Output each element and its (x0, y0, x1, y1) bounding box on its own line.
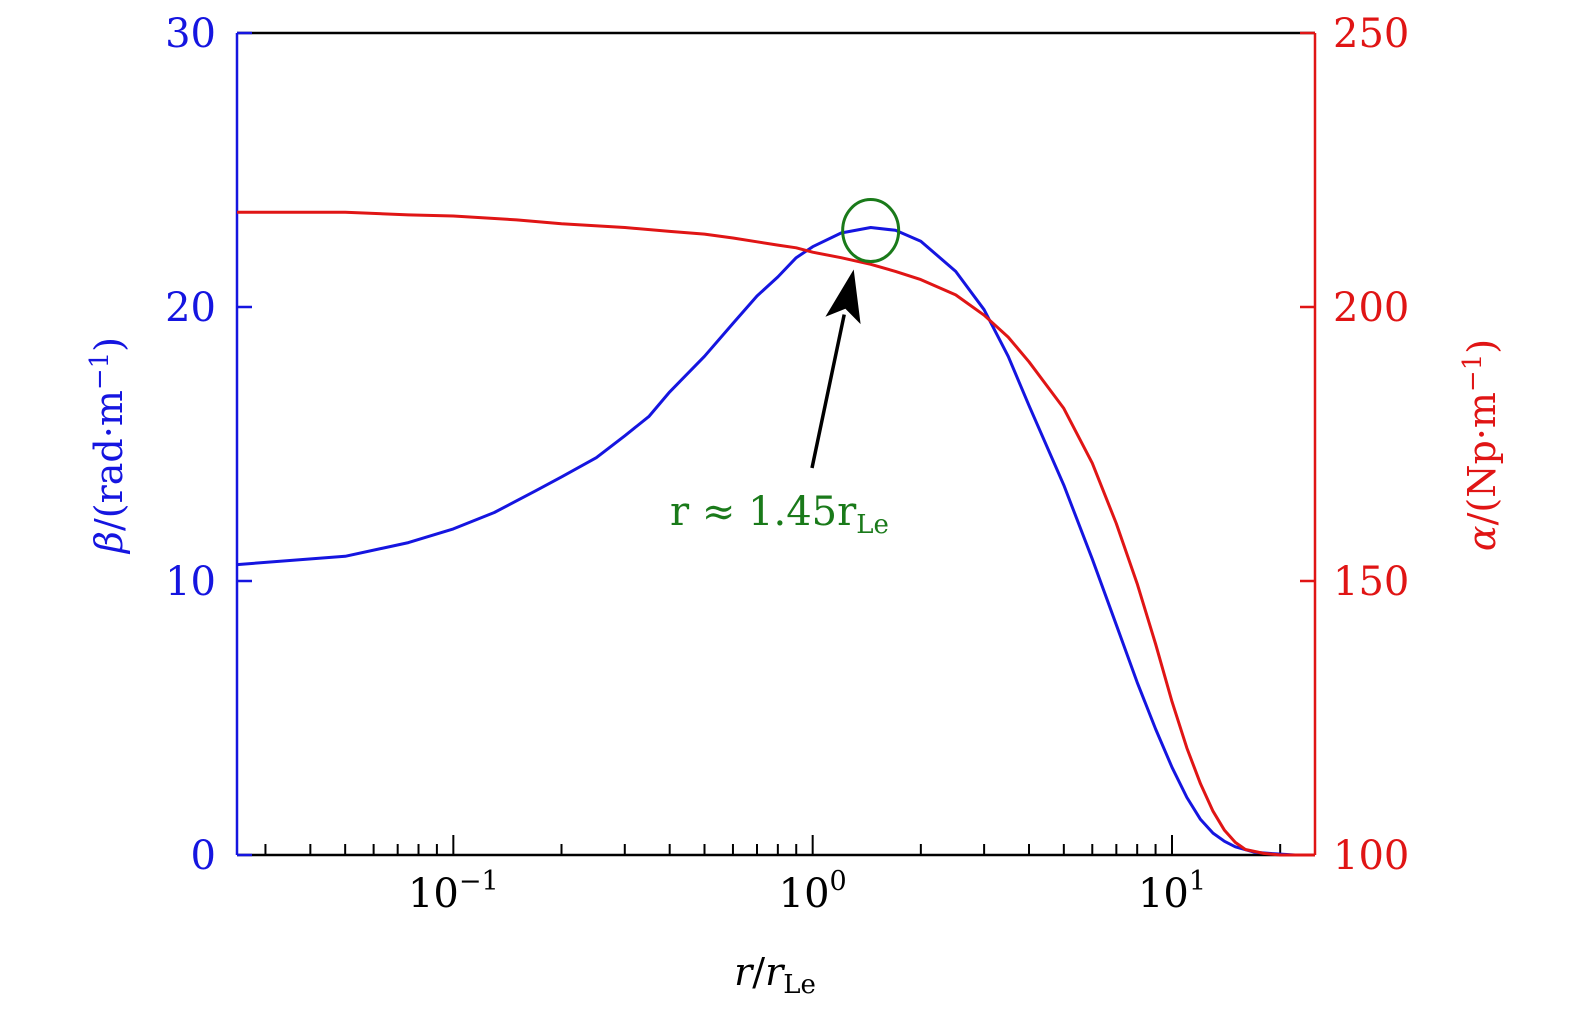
x-tick-label: 10−1 (408, 866, 499, 917)
annotation-arrow-shaft (810, 314, 846, 469)
left-y-tick-label: 20 (165, 285, 216, 331)
left-y-axis-label: β/(rad·m−1) (85, 337, 131, 555)
x-axis: 10−1 100 101 (264, 835, 1282, 917)
annotation-layer (810, 198, 901, 469)
annotation-label: r ≈ 1.45rLe (670, 489, 889, 540)
x-axis-label: r/rLe (734, 950, 816, 1000)
x-tick-label: 101 (1138, 866, 1206, 917)
highlight-circle (841, 198, 901, 264)
left-y-tick-label: 10 (165, 559, 216, 605)
left-y-axis: 0 10 20 30 (165, 11, 252, 879)
series-layer (236, 210, 1315, 857)
right-y-tick-label: 250 (1333, 11, 1409, 57)
plot-frame (235, 31, 1317, 857)
annotation-arrow-head (825, 269, 861, 325)
right-y-axis-label: α/(Np·m−1) (1458, 339, 1504, 551)
right-y-tick-label: 100 (1333, 833, 1409, 879)
left-y-tick-label: 30 (165, 11, 216, 57)
right-y-tick-label: 150 (1333, 559, 1409, 605)
right-y-axis: 100 150 200 250 (1300, 11, 1409, 879)
alpha-series-line (237, 210, 1315, 857)
beta-series-line (236, 226, 1315, 857)
left-y-tick-label: 0 (191, 833, 216, 879)
x-tick-label: 100 (779, 866, 847, 917)
right-y-tick-label: 200 (1333, 285, 1409, 331)
